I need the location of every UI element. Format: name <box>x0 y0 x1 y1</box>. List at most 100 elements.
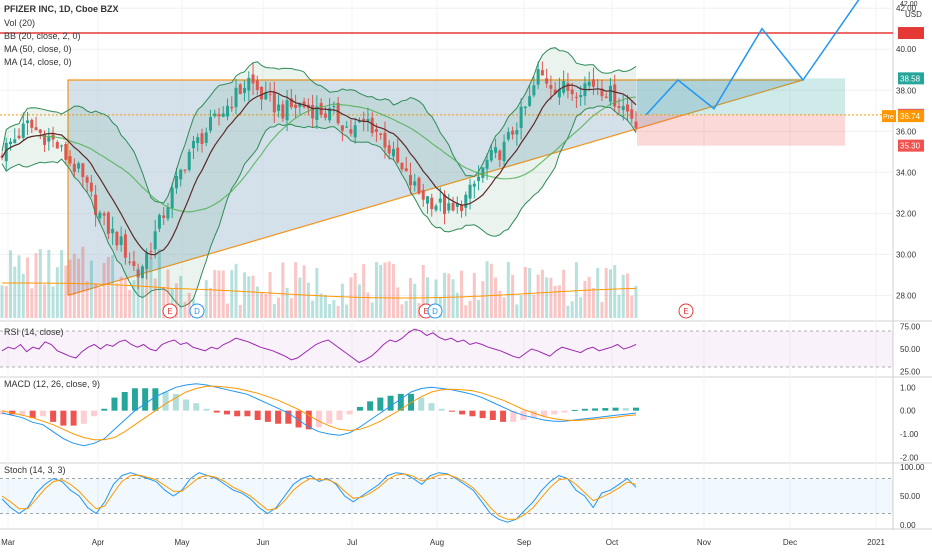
candle-body <box>123 234 127 258</box>
candle-body <box>196 137 200 144</box>
candle-body <box>294 104 298 109</box>
volume-bar <box>81 246 85 318</box>
candle-body <box>153 231 157 250</box>
volume-bar <box>630 295 634 318</box>
macd-histogram-bar <box>203 408 210 411</box>
price-label-text: 38.58 <box>900 74 921 83</box>
candle-body <box>357 121 361 123</box>
candle-body <box>238 84 242 95</box>
candle-body <box>438 198 442 203</box>
legend-ma14[interactable]: MA (14, close, 0) <box>4 57 72 67</box>
rsi-label[interactable]: RSI (14, close) <box>4 327 64 337</box>
legend-volume[interactable]: Vol (20) <box>4 18 36 28</box>
stoch-axis-tick: 50.00 <box>900 492 921 501</box>
volume-bar <box>174 283 178 318</box>
volume-bar <box>238 305 242 318</box>
time-axis-tick: Oct <box>606 538 619 547</box>
volume-bar <box>30 288 34 318</box>
volume-bar <box>285 287 289 318</box>
volume-bar <box>221 270 225 318</box>
volume-bar <box>506 261 510 318</box>
price-axis-tick: 42.00 <box>896 4 917 13</box>
candle-body <box>370 117 374 133</box>
candle-body <box>30 119 34 128</box>
volume-bar <box>570 301 574 318</box>
macd-histogram-bar <box>367 401 374 411</box>
candle-body <box>528 96 532 106</box>
price-axis-tick: 30.00 <box>896 250 917 259</box>
volume-bar <box>434 279 438 318</box>
volume-bar <box>451 279 455 318</box>
volume-bar <box>72 253 76 318</box>
volume-bar <box>553 285 557 318</box>
legend-bollinger[interactable]: BB (20, close, 2, 0) <box>4 31 81 41</box>
candle-body <box>625 104 629 112</box>
macd-histogram-bar <box>275 410 282 424</box>
rsi-axis-tick: 75.00 <box>900 323 921 332</box>
candle-body <box>85 176 89 183</box>
candle-body <box>102 213 106 216</box>
candle-body <box>128 261 132 263</box>
event-marker-icon <box>678 303 694 319</box>
candle-body <box>285 100 289 121</box>
volume-bar <box>374 262 378 318</box>
volume-bar <box>89 260 93 318</box>
macd-histogram-bar <box>50 410 57 422</box>
candle-body <box>540 70 544 76</box>
candle-body <box>523 106 527 109</box>
price-axis-top-tick: 42.00 <box>900 1 918 8</box>
volume-bar <box>481 281 485 318</box>
volume-bar <box>447 273 451 318</box>
price-axis-tick: 36.00 <box>896 127 917 136</box>
legend-ma50[interactable]: MA (50, close, 0) <box>4 44 72 54</box>
volume-bar <box>243 272 247 318</box>
candle-body <box>77 163 81 169</box>
volume-bar <box>208 287 212 318</box>
candle-body <box>591 79 595 87</box>
stoch-label[interactable]: Stoch (14, 3, 3) <box>4 465 66 475</box>
candle-body <box>468 184 472 199</box>
volume-bar <box>123 278 127 318</box>
macd-histogram-bar <box>121 392 128 411</box>
macd-histogram-bar <box>101 408 108 411</box>
volume-bar <box>64 265 68 318</box>
volume-bar <box>443 272 447 318</box>
volume-bar <box>574 262 578 318</box>
macd-histogram-bar <box>213 410 220 413</box>
volume-bar <box>455 292 459 318</box>
stoch-k-line <box>1 472 637 523</box>
candle-body <box>502 141 506 162</box>
volume-ma-line <box>2 282 637 299</box>
candle-body <box>277 104 281 111</box>
price-axis-tick: 32.00 <box>896 209 917 218</box>
candle-body <box>260 86 264 100</box>
time-axis-tick: Aug <box>430 538 444 547</box>
macd-histogram-bar <box>356 406 363 411</box>
candle-body <box>187 151 191 170</box>
stoch-axis-tick: 100.00 <box>900 463 925 472</box>
macd-histogram-bar <box>346 410 353 415</box>
volume-bar <box>315 267 319 318</box>
volume-bar <box>179 275 183 318</box>
volume-bar <box>328 304 332 318</box>
stoch-d-line <box>1 473 637 520</box>
volume-bar <box>485 261 489 318</box>
volume-bar <box>21 273 25 318</box>
volume-bar <box>68 259 72 318</box>
macd-histogram-bar <box>326 410 333 424</box>
candle-body <box>481 167 485 178</box>
volume-bar <box>106 256 110 318</box>
macd-label[interactable]: MACD (12, 26, close, 9) <box>4 379 101 389</box>
volume-bar <box>230 270 234 318</box>
volume-bar <box>302 265 306 318</box>
candle-body <box>68 156 72 164</box>
macd-histogram-bar <box>377 397 384 411</box>
macd-histogram-bar <box>551 410 558 415</box>
macd-histogram-bar <box>131 388 138 411</box>
volume-bar <box>396 287 400 318</box>
volume-bar <box>226 303 230 318</box>
volume-bar <box>549 277 553 318</box>
candle-body <box>72 163 76 173</box>
candle-body <box>315 106 319 121</box>
